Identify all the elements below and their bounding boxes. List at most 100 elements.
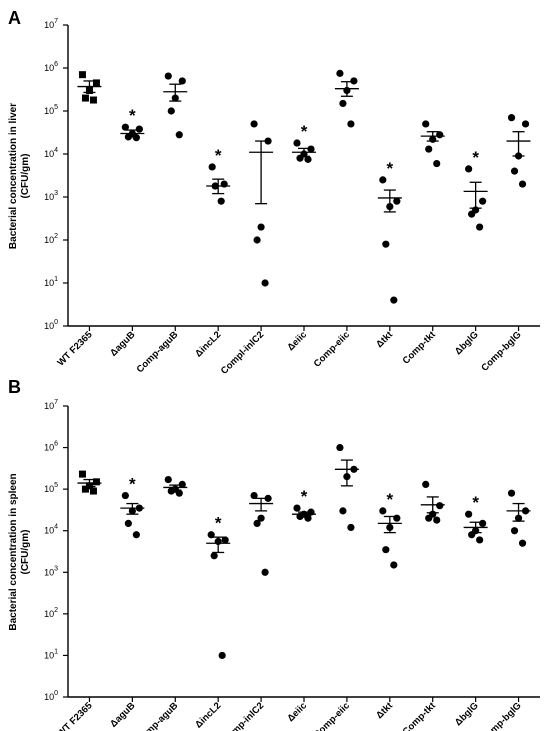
- data-point: [336, 443, 344, 452]
- data-point: [92, 478, 100, 486]
- data-point: [350, 77, 358, 85]
- data-point: [124, 519, 132, 527]
- x-tick-label: WT F2365: [55, 329, 95, 369]
- x-tick-label: ΔbglG: [453, 329, 481, 357]
- x-tick-label: ΔincL2: [193, 329, 223, 359]
- y-tick-label: 103: [44, 190, 58, 202]
- x-tick-label: Comp-inlC2: [221, 700, 266, 731]
- data-point: [178, 480, 186, 489]
- significance-star: *: [387, 490, 394, 509]
- data-point: [518, 539, 527, 547]
- data-point: [390, 561, 398, 569]
- data-point: [382, 546, 390, 554]
- data-point: [296, 154, 304, 162]
- x-tick-label: Comp-aguB: [135, 700, 181, 731]
- data-point: [121, 491, 129, 500]
- data-point: [217, 197, 225, 205]
- data-point: [221, 536, 229, 544]
- y-axis-label-line-1: Bacterial concentration in spleen: [8, 473, 19, 630]
- y-tick-label: 105: [44, 104, 58, 116]
- y-tick-label: 101: [44, 648, 58, 660]
- data-point: [465, 165, 473, 173]
- data-point: [479, 197, 487, 205]
- x-tick-label: Comp-tkt: [401, 700, 439, 731]
- data-point: [89, 96, 97, 104]
- significance-star: *: [215, 146, 222, 165]
- data-point: [175, 489, 183, 497]
- data-point: [264, 137, 272, 145]
- significance-star: *: [472, 148, 479, 167]
- y-tick-label: 104: [44, 147, 58, 159]
- data-point: [436, 502, 444, 510]
- x-tick-label: Δtkt: [374, 329, 395, 350]
- significance-star: *: [129, 106, 136, 125]
- data-point: [433, 516, 441, 524]
- data-point: [135, 125, 143, 133]
- x-tick-label: ΔaguB: [108, 700, 137, 729]
- y-tick-label: 102: [44, 607, 58, 619]
- x-tick-label: Comp-tkt: [401, 329, 439, 367]
- data-point: [250, 491, 258, 500]
- data-point: [465, 510, 473, 518]
- x-tick-label: Comp-bglG: [479, 329, 523, 373]
- y-tick-label: 107: [44, 399, 58, 411]
- y-tick-label: 102: [44, 233, 58, 245]
- data-point: [510, 167, 519, 175]
- y-tick-label: 104: [44, 524, 58, 536]
- data-point: [507, 489, 516, 497]
- data-point: [132, 531, 140, 539]
- data-point: [479, 519, 487, 527]
- data-point: [132, 134, 140, 142]
- y-tick-label: 107: [44, 18, 58, 30]
- data-point: [164, 72, 172, 80]
- significance-star: *: [215, 514, 222, 533]
- data-point: [339, 99, 347, 108]
- x-tick-label: Δeiic: [285, 700, 309, 724]
- data-point: [347, 120, 355, 128]
- data-point: [261, 568, 269, 576]
- x-tick-label: Δeiic: [285, 329, 309, 353]
- x-tick-label: Comp-eiic: [312, 700, 352, 731]
- data-point: [507, 114, 516, 122]
- x-tick-label: ΔincL2: [193, 700, 223, 730]
- data-point: [78, 71, 86, 79]
- y-axis-label: Bacterial concentration in liver(CFU/gm): [8, 103, 31, 249]
- y-tick-label: 100: [44, 319, 58, 331]
- data-point: [81, 94, 89, 102]
- data-point: [433, 159, 441, 168]
- data-point: [476, 536, 484, 544]
- y-tick-label: 103: [44, 565, 58, 577]
- data-point: [393, 197, 401, 205]
- data-point: [210, 552, 218, 560]
- x-tick-label: ΔbglG: [453, 700, 481, 728]
- data-point: [167, 487, 175, 495]
- x-tick-label: Compl-inlC2: [219, 329, 266, 376]
- data-point: [304, 514, 312, 522]
- data-point: [261, 279, 269, 287]
- data-point: [264, 494, 272, 502]
- data-point: [253, 236, 261, 244]
- x-tick-label: Comp-eiic: [312, 329, 352, 369]
- data-point: [336, 69, 344, 77]
- data-point: [390, 296, 398, 304]
- data-point: [518, 180, 527, 188]
- data-point: [250, 120, 258, 128]
- data-point: [379, 176, 387, 184]
- data-point: [347, 523, 355, 532]
- data-point: [468, 210, 476, 218]
- panel-label: B: [8, 377, 21, 397]
- x-tick-label: Comp-bglG: [479, 700, 523, 731]
- x-tick-label: Comp-aguB: [135, 329, 181, 375]
- data-point: [121, 123, 129, 131]
- data-point: [476, 223, 484, 231]
- panel-label: A: [8, 8, 21, 28]
- panel-a: A Bacterial concentration in liver(CFU/gm…: [8, 8, 540, 377]
- data-point: [304, 155, 312, 163]
- data-point: [164, 475, 172, 484]
- x-tick-label: ΔaguB: [108, 329, 137, 358]
- significance-star: *: [472, 493, 479, 512]
- data-point: [175, 131, 183, 139]
- data-point: [293, 139, 301, 147]
- y-tick-label: 106: [44, 61, 58, 73]
